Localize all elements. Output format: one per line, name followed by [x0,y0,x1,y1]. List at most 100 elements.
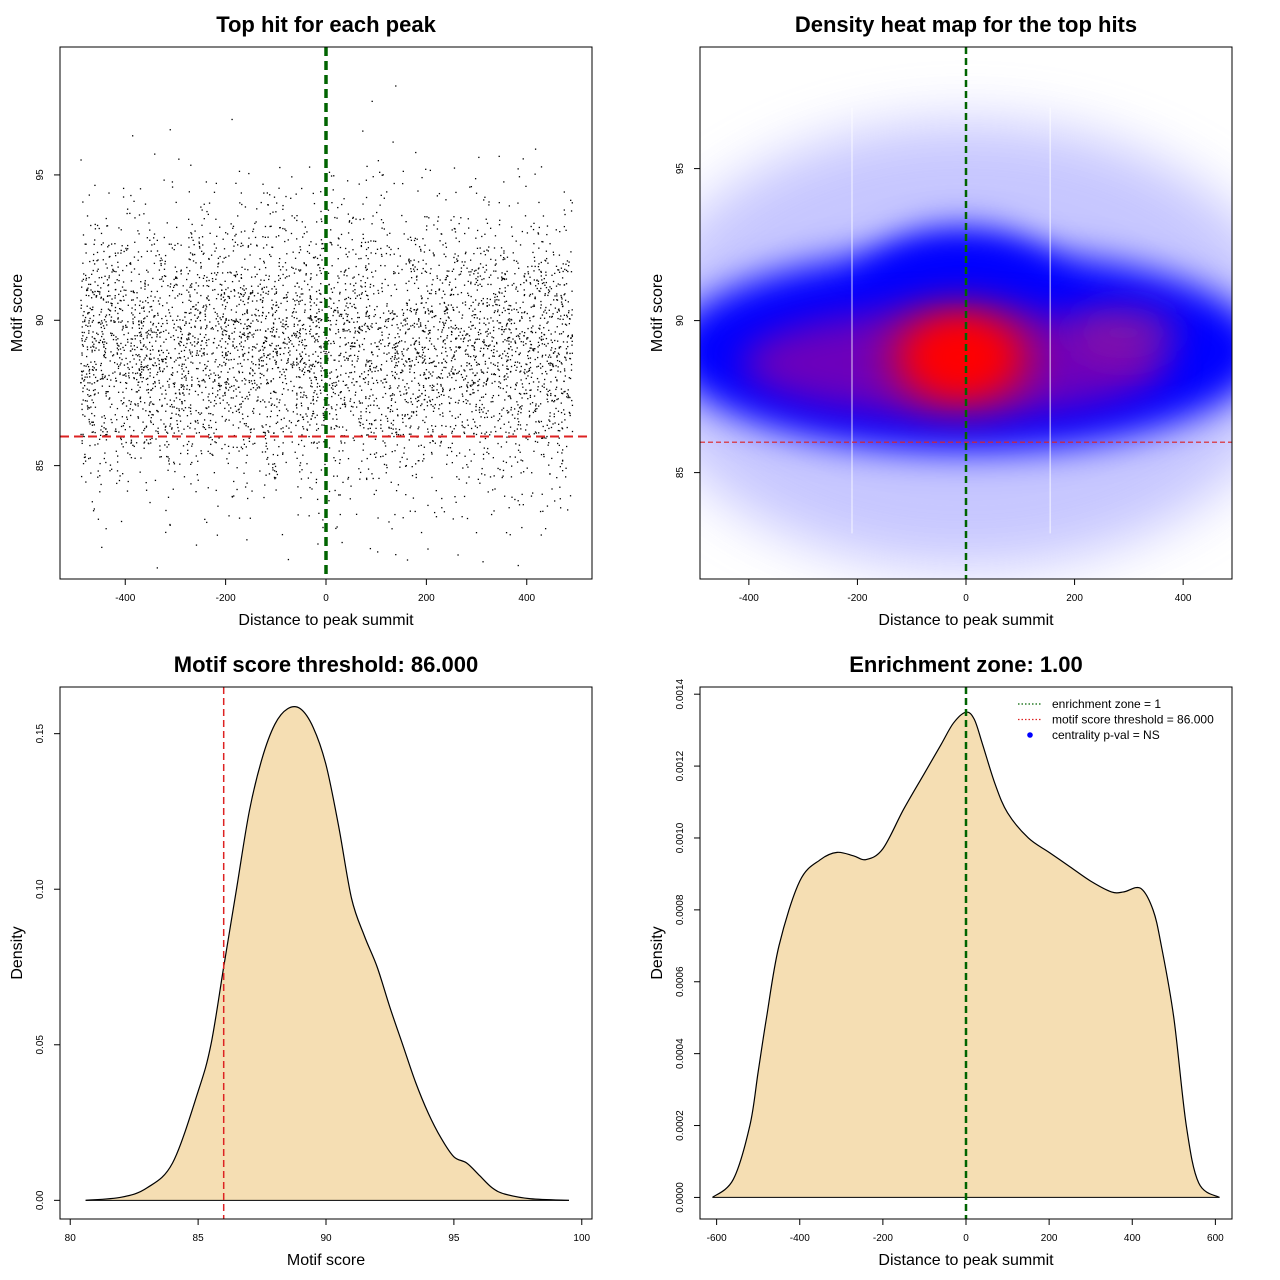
scatter-point [515,288,517,290]
scatter-point [296,214,298,217]
scatter-point [275,331,278,333]
scatter-point [410,415,413,417]
scatter-point [150,328,152,330]
scatter-point [566,393,568,395]
scatter-point [298,251,300,254]
scatter-point [544,429,546,432]
scatter-point [321,319,323,321]
scatter-point [371,371,373,373]
scatter-point [533,260,536,262]
scatter-point [564,419,566,421]
scatter-point [169,405,171,408]
scatter-point [510,386,512,389]
scatter-point [437,329,439,331]
scatter-point [380,380,382,382]
scatter-point [470,365,472,367]
scatter-point [462,426,464,428]
scatter-point [310,402,312,404]
scatter-point [138,214,141,216]
scatter-point [316,339,318,341]
scatter-point [563,209,565,211]
scatter-point [219,283,221,286]
scatter-point [502,469,505,472]
scatter-point [317,340,319,343]
scatter-point [159,345,162,347]
scatter-point [440,233,442,235]
scatter-point [127,366,129,369]
scatter-point [272,453,274,456]
scatter-point [257,399,259,401]
scatter-point [443,323,445,325]
scatter-point [219,397,221,399]
scatter-point [225,386,227,389]
scatter-point [404,386,406,388]
scatter-point [424,355,426,357]
scatter-point [176,284,178,286]
scatter-point [287,358,290,360]
scatter-point [81,408,83,411]
scatter-point [536,441,539,443]
scatter-point [486,378,489,381]
scatter-point [148,410,151,413]
scatter-point [114,306,117,309]
scatter-point [200,348,203,350]
scatter-point [455,379,457,382]
scatter-point [202,253,204,255]
scatter-point [570,363,573,366]
scatter-point [479,350,481,352]
scatter-point [524,311,526,313]
scatter-point [250,388,252,391]
scatter-point [309,318,311,320]
scatter-point [228,335,230,337]
scatter-point [200,267,202,269]
scatter-point [499,382,502,384]
scatter-point [222,296,225,298]
scatter-point [443,324,445,327]
scatter-point [122,295,124,298]
scatter-point [246,454,248,457]
scatter-point [110,302,112,304]
scatter-point [482,372,485,374]
scatter-point [82,321,84,323]
scatter-point [150,358,152,360]
scatter-point [284,240,286,243]
scatter-point [156,336,158,338]
scatter-point [554,500,556,502]
scatter-point [557,423,560,425]
scatter-point [357,358,359,360]
scatter-point [161,358,163,361]
scatter-point [192,260,195,262]
scatter-point [87,366,90,368]
scatter-point [280,418,283,421]
scatter-point [145,489,148,491]
scatter-point [445,199,447,201]
scatter-point [510,409,512,411]
scatter-point [116,482,118,485]
scatter-point [422,386,425,389]
scatter-point [103,338,105,340]
scatter-point [493,270,495,272]
scatter-point [209,419,212,422]
scatter-point [551,274,553,276]
scatter-point [388,426,390,429]
scatter-point [271,288,273,290]
scatter-point [382,440,384,442]
scatter-point [271,246,274,249]
scatter-point [169,423,172,425]
scatter-point [504,258,506,260]
scatter-point [200,327,202,330]
scatter-point [295,292,297,294]
scatter-point [445,425,447,427]
scatter-point [183,363,185,365]
scatter-point [354,330,357,332]
scatter-point [372,215,374,217]
scatter-point [550,362,552,365]
scatter-point [258,360,261,362]
scatter-point [191,385,193,387]
scatter-point [498,304,501,307]
scatter-point [412,337,414,339]
scatter-point [233,376,235,379]
scatter-point [162,358,164,361]
scatter-point [290,363,292,366]
scatter-point [228,319,230,321]
